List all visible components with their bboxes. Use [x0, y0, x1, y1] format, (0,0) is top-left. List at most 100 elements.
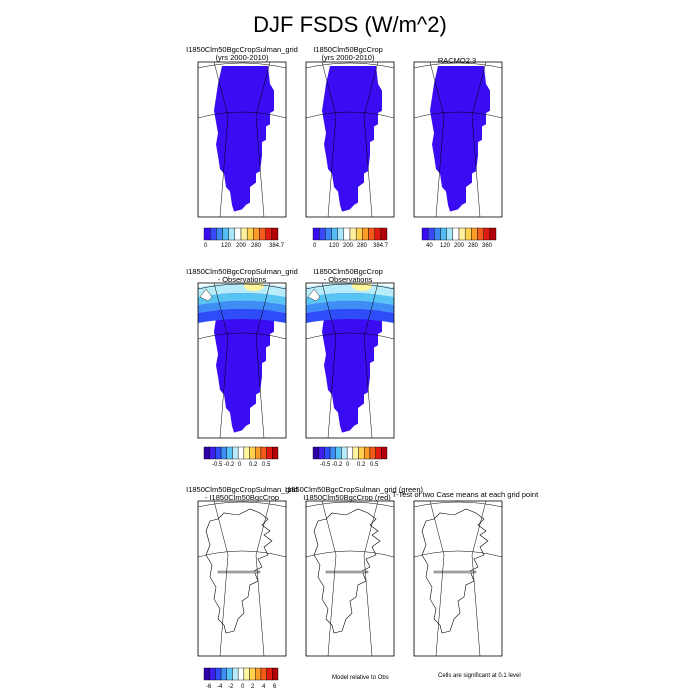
- cbar-label: 384.7: [269, 243, 285, 249]
- colorbar-swatch: [364, 446, 371, 460]
- diff-band: [306, 283, 394, 297]
- colorbar-swatch: [272, 446, 279, 460]
- graticule-lon: [321, 283, 337, 338]
- map-frame: [305, 282, 395, 439]
- colorbar-swatch: [489, 227, 497, 241]
- cbar-label: 200: [454, 243, 465, 249]
- colorbar-swatch: [266, 446, 273, 460]
- panel-title-r3-3: T-Test of two Case means at each grid po…: [380, 491, 550, 499]
- graticule-lat: [198, 62, 286, 69]
- island-outline: [307, 288, 321, 302]
- graticule-lat: [198, 111, 286, 119]
- colorbar-swatch: [343, 227, 351, 241]
- map-frame: [305, 61, 395, 218]
- colorbar-swatch: [209, 446, 216, 460]
- colorbar-r3: [203, 667, 279, 681]
- graticule-lon: [219, 115, 229, 217]
- map-frame: [197, 282, 287, 439]
- colorbar-labels-r1-3: 40 120 200 280 360: [424, 243, 504, 251]
- colorbar-swatch: [471, 227, 478, 241]
- cbar-label: -4: [217, 684, 223, 690]
- colorbar-swatch: [237, 446, 245, 460]
- diff-band: [244, 283, 264, 291]
- graticule-lat: [306, 62, 394, 69]
- panel-title-line1: I1850Clm50BgcCropSulman_grid: [186, 485, 298, 494]
- graticule-lon: [219, 336, 229, 438]
- colorbar-swatch: [220, 667, 227, 681]
- graticule-lon: [363, 554, 373, 656]
- graticule-lon: [213, 501, 229, 556]
- panel-title-line2: (yrs 2000-2010): [321, 53, 375, 62]
- cbar-label: 0: [238, 462, 242, 468]
- panel-title-r1-2: I1850Clm50BgcCrop (yrs 2000-2010): [286, 46, 410, 62]
- colorbar-swatch: [335, 446, 342, 460]
- footer-significance: Cells are significant at 0.1 level: [438, 673, 521, 679]
- colorbar-swatch: [458, 227, 466, 241]
- colorbar-swatch: [260, 446, 267, 460]
- greenland-field: [430, 66, 490, 212]
- colorbar-r2-2: [312, 446, 388, 460]
- panel-title-line2: (yrs 2000-2010): [215, 53, 269, 62]
- graticule-lat: [198, 550, 286, 558]
- colorbar-labels-r2-2: -0.5 -0.2 0 0.2 0.5: [320, 462, 400, 470]
- colorbar-swatch: [215, 667, 222, 681]
- colorbar-swatch: [352, 446, 359, 460]
- colorbar-swatch: [243, 446, 250, 460]
- colorbar-swatch: [375, 446, 382, 460]
- map-frame: [413, 500, 503, 657]
- colorbar-swatch: [271, 227, 279, 241]
- map-panel: [305, 500, 395, 657]
- colorbar-swatch: [222, 227, 229, 241]
- graticule-lon: [363, 62, 379, 117]
- colorbar-swatch: [381, 446, 388, 460]
- graticule-lon: [471, 554, 481, 656]
- colorbar-swatch: [237, 667, 245, 681]
- diff-band: [198, 283, 286, 297]
- map-panel: [413, 500, 503, 657]
- panel-title-r3-2: I1850Clm50BgcCropSulman_grid (green) I18…: [285, 486, 423, 502]
- panel-title-r2-1: I1850Clm50BgcCropSulman_grid - Observati…: [180, 268, 304, 284]
- panel-title-line2: I1850Clm50BgcCrop (red): [303, 493, 391, 502]
- panel-title-r1-3: RACMO2.3: [395, 57, 519, 65]
- graticule-lon: [363, 115, 373, 217]
- diff-band: [198, 309, 286, 323]
- graticule-lon: [255, 115, 265, 217]
- cbar-label: 0: [346, 462, 350, 468]
- colorbar-swatch: [452, 227, 460, 241]
- colorbar-swatch: [243, 667, 250, 681]
- graticule-lon: [471, 62, 487, 117]
- colorbar-swatch: [255, 667, 262, 681]
- graticule-lon: [255, 501, 271, 556]
- graticule-lat: [198, 283, 286, 290]
- panel-title-line2: - I1850Clm50BgcCrop: [204, 493, 280, 502]
- colorbar-swatch: [203, 446, 210, 460]
- colorbar-swatch: [318, 227, 326, 241]
- colorbar-swatch: [215, 446, 222, 460]
- graticule-lon: [435, 115, 445, 217]
- greenland-field: [322, 66, 382, 212]
- panel-title-line1: RACMO2.3: [437, 56, 477, 65]
- cbar-label: 40: [426, 243, 433, 249]
- cbar-label: 0.5: [262, 462, 271, 468]
- cbar-label: -0.2: [224, 462, 235, 468]
- map-panel: [197, 61, 287, 218]
- colorbar-swatch: [232, 446, 239, 460]
- cbar-label: 0: [313, 243, 317, 249]
- colorbar-swatch: [341, 446, 348, 460]
- panel-title-line1: I1850Clm50BgcCrop: [313, 267, 383, 276]
- legend-strip: [433, 570, 477, 574]
- cbar-label: 0: [241, 684, 245, 690]
- colorbar-swatch: [260, 667, 267, 681]
- colorbar-labels-r3: -6 -4 -2 0 2 4 6: [206, 684, 286, 692]
- panel-title-r1-1: I1850Clm50BgcCropSulman_grid (yrs 2000-2…: [180, 46, 304, 62]
- island-outline: [199, 288, 213, 302]
- colorbar-labels-r2-1: -0.5 -0.2 0 0.2 0.5: [212, 462, 292, 470]
- colorbar-swatch: [228, 227, 236, 241]
- map-frame: [305, 500, 395, 657]
- colorbar-swatch: [203, 227, 211, 241]
- footer-model-relative: Model relative to Obs: [332, 675, 389, 681]
- graticule-lon: [255, 62, 271, 117]
- graticule-lon: [435, 554, 445, 656]
- colorbar-swatch: [312, 446, 319, 460]
